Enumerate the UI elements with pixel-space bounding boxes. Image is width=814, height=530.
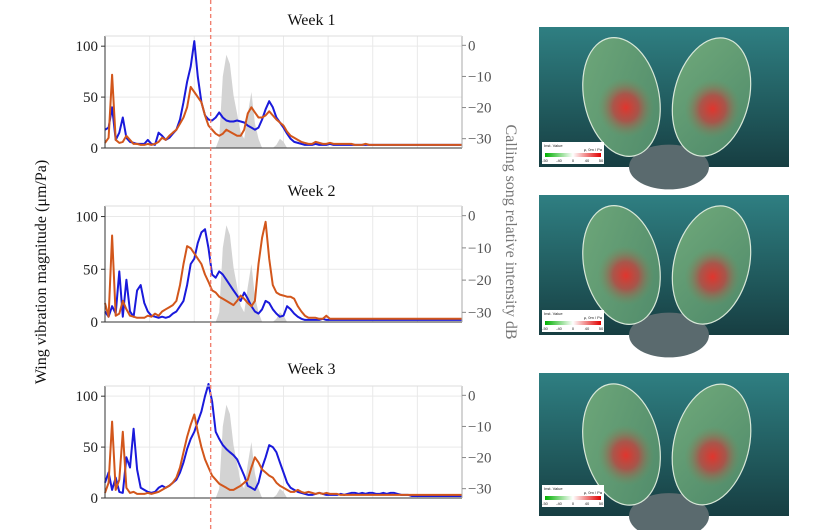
y-tick-label: 0 <box>91 491 99 507</box>
colorbar-unit: μ, 0m / Pa <box>584 490 603 495</box>
colorbar-title: Inst. Value <box>544 143 563 148</box>
scan-image-week-2: Inst. Value μ, 0m / Pa -50 -40 0 40 50 <box>539 195 789 358</box>
colorbar-tick: 40 <box>585 158 590 163</box>
colorbar-title: Inst. Value <box>544 311 563 316</box>
series-line-orange <box>104 220 462 320</box>
y2-tick-label: 0 <box>468 388 476 404</box>
colorbar-unit: μ, 0m / Pa <box>584 147 603 152</box>
colorbar-tick: 50 <box>599 501 604 506</box>
colorbar-unit: μ, 0m / Pa <box>584 315 603 320</box>
colorbar-tick: -50 <box>542 326 549 331</box>
y-tick-label: 50 <box>83 440 98 456</box>
colorbar-tick: -40 <box>556 501 563 506</box>
y-tick-label: 100 <box>76 389 99 405</box>
vibration-hotspot <box>684 425 741 488</box>
scan-image-week-3: Inst. Value μ, 0m / Pa -50 -40 0 40 50 <box>539 373 789 530</box>
colorbar-tick: -50 <box>542 501 549 506</box>
colorbar-tick: 0 <box>572 158 575 163</box>
y-tick-label: 0 <box>91 315 99 331</box>
colorbar-tick: 0 <box>572 501 575 506</box>
y-axis-label-right: Calling song relative intensity dB <box>502 124 519 339</box>
colorbar-tick: -40 <box>556 326 563 331</box>
colorbar-gradient <box>545 321 601 325</box>
scan-image-week-1: Inst. Value μ, 0m / Pa -50 -40 0 40 50 <box>539 27 789 190</box>
y-tick-label: 100 <box>76 210 99 226</box>
chart-week-3: Week 3 0 50 100 0 −10 −20 −30 <box>76 361 492 507</box>
chart-week-1: Week 1 0 50 100 0 −10 −20 −30 <box>76 12 492 157</box>
chart-week-2: Week 2 0 50 100 0 −10 −20 −30 <box>76 183 492 331</box>
panel-title: Week 1 <box>287 12 335 29</box>
y2-tick-label: −30 <box>468 132 491 148</box>
colorbar-title: Inst. Value <box>544 486 563 491</box>
y2-tick-label: 0 <box>468 38 476 54</box>
y2-tick-label: −20 <box>468 273 491 289</box>
vibration-hotspot <box>597 77 654 138</box>
y-tick-label: 50 <box>83 262 98 278</box>
colorbar-tick: 0 <box>572 326 575 331</box>
y2-tick-label: −10 <box>468 419 491 435</box>
colorbar-gradient <box>545 496 601 500</box>
colorbar-tick: 50 <box>599 158 604 163</box>
colorbar-tick: -40 <box>556 158 563 163</box>
y-axis-label-left: Wing vibration magnitude (μm/Pa) <box>33 160 50 384</box>
vibration-hotspot <box>684 78 741 139</box>
y2-tick-label: −30 <box>468 482 491 498</box>
panel-title: Week 3 <box>287 361 335 378</box>
vibration-hotspot <box>684 246 741 307</box>
vibration-hotspot <box>597 424 655 486</box>
series-line-orange <box>104 73 462 146</box>
series-line-orange <box>104 413 462 496</box>
y2-tick-label: 0 <box>468 209 476 225</box>
colorbar-tick: 40 <box>585 501 590 506</box>
colorbar-gradient <box>545 153 601 157</box>
y-tick-label: 100 <box>76 39 99 55</box>
y2-tick-label: −10 <box>468 69 491 85</box>
panel-title: Week 2 <box>287 183 335 200</box>
vibration-hotspot <box>597 245 654 306</box>
colorbar-tick: -50 <box>542 158 549 163</box>
series-line-blue <box>104 228 462 321</box>
y-tick-label: 50 <box>83 90 98 106</box>
colorbar-tick: 50 <box>599 326 604 331</box>
insect-body <box>629 493 709 530</box>
y-tick-label: 0 <box>91 141 99 157</box>
y2-tick-label: −10 <box>468 241 491 257</box>
y2-tick-label: −20 <box>468 101 491 117</box>
colorbar-tick: 40 <box>585 326 590 331</box>
insect-body <box>629 144 709 190</box>
y2-tick-label: −20 <box>468 451 491 467</box>
insect-body <box>629 312 709 358</box>
y2-tick-label: −30 <box>468 305 491 321</box>
